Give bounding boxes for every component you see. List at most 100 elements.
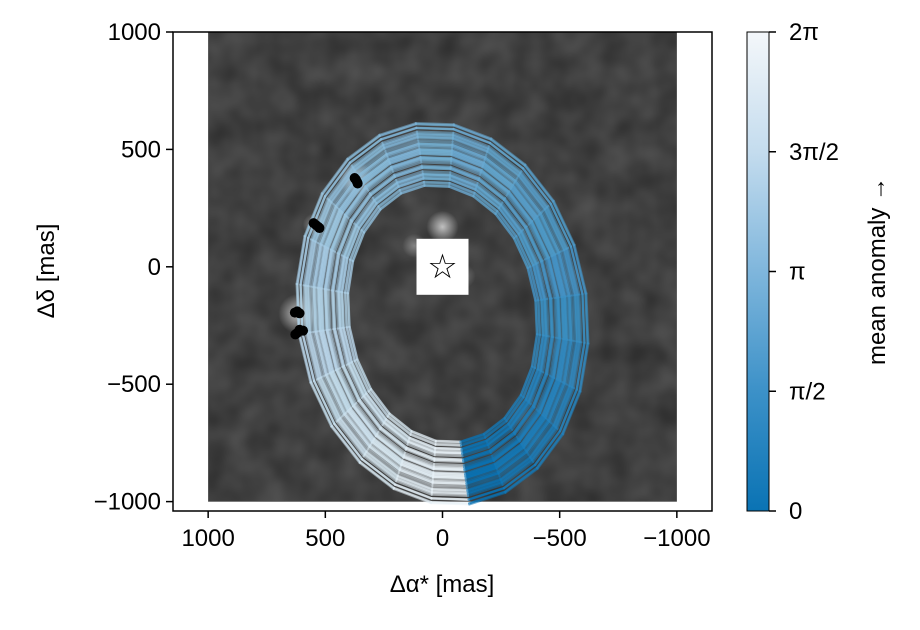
orbit-segment (467, 490, 507, 505)
orbit-segment (487, 428, 514, 449)
orbit-segment (450, 151, 485, 166)
orbit-segment (345, 226, 360, 260)
colorbar-label: mean anomaly → (864, 177, 891, 365)
orbit-segment (399, 184, 426, 195)
orbit-segment (309, 285, 314, 334)
orbit-segment (330, 424, 362, 464)
orbit-segment (459, 434, 486, 445)
orbit-segment (561, 389, 581, 435)
orbit-segment (324, 288, 328, 332)
orbit-segment (461, 450, 492, 462)
orbit-segment (372, 438, 404, 463)
orbit-segment (523, 164, 555, 203)
orbit-segment (484, 420, 508, 439)
orbit-segment (341, 415, 370, 451)
orbit-segment (504, 394, 524, 421)
orbit-segment (551, 254, 564, 299)
orbit-segment (313, 330, 327, 377)
orbit-segment (312, 243, 322, 289)
orbit-segment (393, 165, 424, 177)
orbit-segment (485, 153, 519, 180)
orbit-segment (337, 418, 366, 456)
orbit-segment (338, 327, 350, 365)
orbit-segment (321, 329, 334, 373)
orbit-segment (478, 173, 508, 197)
orbit-segment (449, 160, 482, 175)
orbit-segment (561, 295, 566, 341)
orbit-segment (489, 432, 516, 453)
orbit-segment (450, 157, 483, 172)
orbit-segment (514, 179, 542, 215)
orbit-segment (311, 285, 316, 333)
orbit-segment (401, 460, 435, 475)
orbit-segment (365, 450, 399, 478)
orbit-segment (431, 475, 467, 479)
orbit-segment (336, 327, 348, 366)
orbit-segment (329, 168, 356, 203)
orbit-segment (348, 228, 363, 261)
orbit-segment (560, 250, 574, 297)
orbit-segment (550, 336, 559, 378)
orbit-segment (328, 372, 349, 413)
orbit-segment (535, 262, 547, 301)
orbit-segment (484, 156, 517, 183)
orbit-segment (420, 167, 452, 171)
orbit-segment (373, 181, 399, 202)
orbit-segment (388, 150, 421, 163)
orbit-segment (357, 201, 378, 229)
orbit-segment (482, 161, 514, 187)
orbit-segment (353, 359, 370, 393)
orbit-segment (387, 148, 421, 161)
orbit-segment (347, 189, 370, 219)
orbit-segment (388, 151, 422, 164)
orbit-segment (452, 131, 490, 148)
orbit-segment (433, 451, 464, 455)
orbit-segment (476, 181, 504, 204)
orbit-segment (381, 423, 409, 446)
orbit-segment (430, 491, 469, 495)
orbit-segment (520, 230, 538, 265)
orbit-segment (562, 248, 576, 297)
orbit-segment (364, 451, 399, 479)
orbit-segment (451, 143, 487, 159)
y-tick-label: −500 (107, 371, 161, 398)
epoch-point (349, 173, 360, 184)
orbit-segment (370, 175, 397, 197)
orbit-segment (356, 151, 388, 176)
orbit-segment (362, 455, 398, 483)
orbit-segment (517, 232, 535, 267)
orbit-segment (357, 399, 382, 430)
bright-spot (426, 210, 459, 243)
orbit-segment (539, 212, 561, 254)
orbit-segment (340, 222, 356, 257)
orbit-segment (539, 334, 548, 373)
orbit-segment (326, 210, 344, 250)
orbit-segment (433, 457, 465, 461)
orbit-segment (302, 284, 307, 335)
orbit-segment (474, 188, 501, 209)
orbit-segment (550, 383, 569, 425)
orbit-segment (320, 329, 333, 374)
y-tick-label: 0 (148, 254, 161, 281)
orbit-segment (533, 217, 554, 257)
orbit-segment (526, 420, 552, 455)
orbit-segment (304, 284, 309, 334)
orbit-segment (409, 433, 437, 446)
orbit-segment (315, 378, 338, 423)
orbit-segment (318, 330, 331, 375)
orbit-segment (512, 183, 539, 218)
orbit-segment (520, 366, 535, 398)
orbit-segment (319, 205, 337, 246)
orbit-segment (309, 331, 323, 379)
orbit-segment (498, 206, 521, 235)
orbit-segment (392, 486, 433, 504)
orbit-segment (510, 185, 537, 220)
orbit-segment (418, 147, 454, 151)
orbit-segment (331, 370, 352, 410)
orbit-segment (548, 382, 566, 423)
orbit-segment (537, 261, 549, 301)
orbit-segment (495, 447, 526, 471)
orbit-segment (400, 463, 435, 478)
orbit-segment (383, 136, 419, 150)
